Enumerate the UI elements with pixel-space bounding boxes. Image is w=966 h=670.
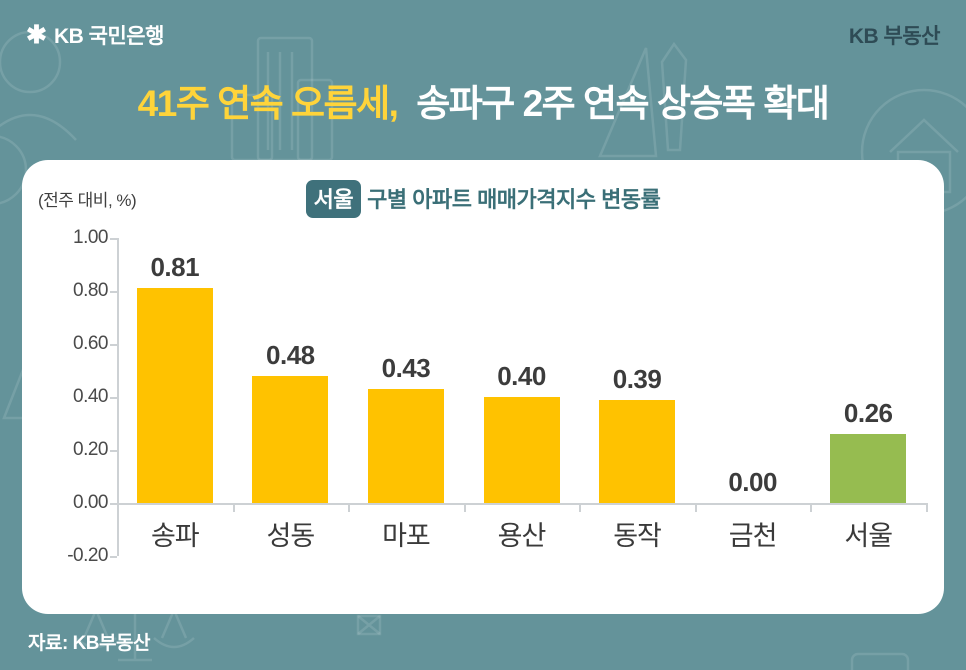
- y-tick-label: 0.40: [73, 386, 108, 407]
- x-tick: [348, 503, 351, 512]
- y-tick: [110, 450, 117, 452]
- chart-title-text: 구별 아파트 매매가격지수 변동률: [367, 187, 661, 212]
- bar-value-label: 0.39: [612, 363, 662, 394]
- y-tick-label: -0.20: [67, 545, 108, 566]
- y-tick: [110, 344, 117, 346]
- y-tick-label: 0.20: [73, 439, 108, 460]
- y-tick: [110, 291, 117, 293]
- x-category-label: 용산: [497, 521, 547, 551]
- card-outline-decoration: [850, 652, 910, 670]
- y-tick: [110, 238, 117, 240]
- seoul-badge: 서울: [305, 180, 362, 218]
- x-tick: [694, 503, 697, 512]
- y-tick: [110, 503, 117, 505]
- kb-bank-logo: ✱ KB 국민은행: [26, 20, 164, 50]
- x-category-label: 성동: [266, 521, 316, 551]
- bar-value-label: 0.40: [497, 361, 546, 391]
- y-tick-label: 0.60: [73, 333, 108, 354]
- x-category-label: 마포: [382, 521, 431, 551]
- ruler-pencil-icon: [598, 41, 688, 158]
- x-tick: [463, 503, 466, 512]
- x-tick: [579, 503, 582, 512]
- bar-송파: [136, 288, 213, 503]
- y-axis-line: [117, 238, 119, 556]
- bar-value-label: 0.81: [150, 252, 200, 283]
- x-category-label: 서울: [844, 521, 893, 551]
- x-category-label: 동작: [613, 521, 662, 551]
- bar-서울: [830, 434, 907, 503]
- page-title-highlight: 41주 연속 오름세,: [137, 83, 399, 124]
- bar-용산: [483, 397, 560, 503]
- x-tick: [232, 503, 235, 512]
- bar-value-label: 0.48: [266, 339, 315, 370]
- chart-card: (전주 대비, %) 서울 구별 아파트 매매가격지수 변동률 1.00 0.80 0…: [22, 160, 944, 614]
- x-tick: [926, 503, 928, 512]
- bar-chart: 1.00 0.80 0.60 0.40 0.20 0.00 -0.20 0.81 송파 0.48 성…: [22, 160, 944, 614]
- bar-마포: [367, 389, 444, 503]
- x-tick: [810, 503, 813, 512]
- y-tick-label: 0.80: [73, 280, 108, 301]
- chart-title: 서울 구별 아파트 매매가격지수 변동률: [22, 180, 944, 218]
- box-icon: [356, 614, 382, 636]
- bar-성동: [252, 375, 329, 503]
- kb-star-icon: ✱: [26, 20, 47, 49]
- y-tick-label: 1.00: [73, 227, 108, 248]
- bar-value-label: 0.43: [381, 353, 431, 384]
- axis-unit-label: (전주 대비, %): [38, 191, 137, 210]
- bar-value-label: 0.26: [843, 398, 893, 429]
- kb-bank-logo-text: KB 국민은행: [53, 25, 164, 48]
- y-tick: [110, 397, 117, 399]
- y-tick: [110, 556, 117, 558]
- page-title: 41주 연속 오름세, 송파구 2주 연속 상승폭 확대: [0, 82, 966, 126]
- y-tick-label: 0.00: [73, 492, 108, 513]
- x-axis-line: [117, 503, 926, 505]
- kb-realestate-brand: KB 부동산: [848, 25, 941, 48]
- bar-동작: [599, 399, 676, 503]
- x-tick: [117, 503, 119, 512]
- bar-value-label: 0.00: [728, 467, 777, 497]
- page-title-rest: 송파구 2주 연속 상승폭 확대: [416, 83, 830, 124]
- x-category-label: 송파: [150, 521, 200, 551]
- source-label: 자료: KB부동산: [28, 633, 150, 654]
- x-category-label: 금천: [728, 521, 778, 551]
